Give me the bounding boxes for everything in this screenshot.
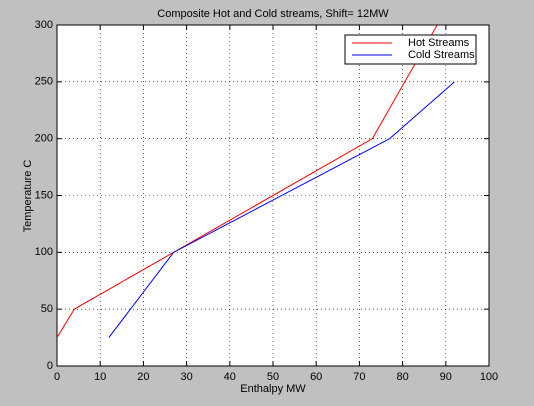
x-tick-label: 90	[440, 371, 452, 383]
legend-box	[344, 34, 477, 65]
legend-label: Cold Streams	[408, 49, 475, 61]
y-tick-label: 300	[35, 19, 53, 31]
x-tick-label: 20	[137, 371, 149, 383]
y-tick-label: 0	[47, 360, 53, 372]
series-line	[108, 81, 455, 338]
legend-label: Hot Streams	[408, 37, 470, 49]
plot-lines	[57, 25, 455, 338]
x-tick-label: 50	[267, 371, 279, 383]
chart-title: Composite Hot and Cold streams, Shift= 1…	[157, 8, 389, 20]
x-tick-label: 40	[224, 371, 236, 383]
x-axis-label: Enthalpy MW	[240, 383, 306, 395]
y-axis-label: Temperature C	[22, 160, 34, 233]
x-tick-label: 100	[480, 371, 498, 383]
x-tick-label: 80	[396, 371, 408, 383]
y-tick-label: 150	[35, 189, 53, 201]
x-tick-label: 0	[54, 371, 60, 383]
x-tick-label: 60	[310, 371, 322, 383]
x-tick-label: 70	[353, 371, 365, 383]
x-tick-label: 30	[180, 371, 192, 383]
y-tick-label: 250	[35, 76, 53, 88]
x-tick-label: 10	[94, 371, 106, 383]
y-tick-label: 100	[35, 246, 53, 258]
y-tick-label: 50	[41, 303, 53, 315]
y-tick-label: 200	[35, 133, 53, 145]
